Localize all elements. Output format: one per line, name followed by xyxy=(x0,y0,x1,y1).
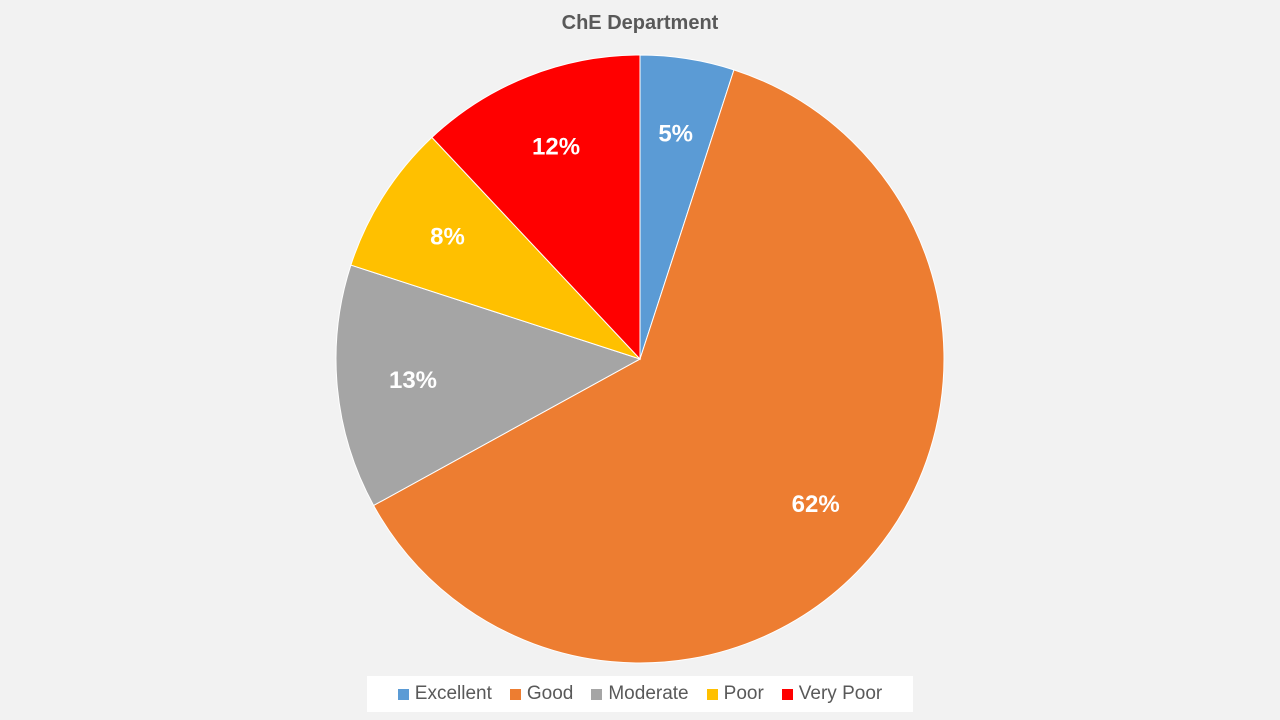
legend-swatch-very-poor xyxy=(781,688,793,700)
legend-item-moderate: Moderate xyxy=(591,683,689,705)
legend-label-poor: Poor xyxy=(723,683,764,704)
legend-swatch-moderate xyxy=(591,688,603,700)
data-label-good: 62% xyxy=(792,491,840,518)
chart-title: ChE Department xyxy=(561,12,719,34)
legend-label-good: Good xyxy=(526,683,574,704)
pie-slice-very-poor xyxy=(431,54,641,361)
legend-item-poor: Poor xyxy=(706,683,764,705)
legend-item-very-poor: Very Poor xyxy=(781,683,883,705)
pie-slice-moderate xyxy=(335,264,642,507)
data-label-excellent: 5% xyxy=(658,120,693,147)
legend-label-moderate: Moderate xyxy=(608,683,689,704)
legend-label-very-poor: Very Poor xyxy=(798,683,883,704)
chart-legend: Excellent Good Moderate Poor Very Poor xyxy=(367,676,913,712)
data-label-moderate: 13% xyxy=(389,367,437,394)
legend-label-excellent: Excellent xyxy=(414,683,492,704)
pie-slice-good xyxy=(372,69,945,664)
pie-slice-poor xyxy=(350,136,641,360)
legend-swatch-good xyxy=(509,688,521,700)
legend-item-excellent: Excellent xyxy=(397,683,492,705)
legend-swatch-excellent xyxy=(397,688,409,700)
legend-item-good: Good xyxy=(509,683,574,705)
data-label-poor: 8% xyxy=(430,223,465,250)
data-label-very-poor: 12% xyxy=(532,134,580,161)
legend-swatch-poor xyxy=(706,688,718,700)
